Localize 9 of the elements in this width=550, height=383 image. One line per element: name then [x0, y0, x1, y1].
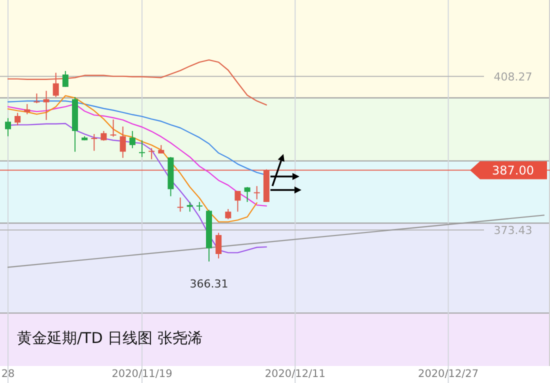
y-tick-label: 408.27	[494, 70, 532, 84]
text: 黄金延期/TD 日线图 张尧浠	[17, 329, 202, 347]
y-tick-label: 387.00	[492, 164, 534, 178]
x-tick-label: 2020/12/27	[418, 368, 479, 380]
y-tick-label: 373.43	[494, 224, 532, 238]
x-tick-label: 28	[1, 368, 15, 380]
x-tick-label: 2020/11/19	[112, 368, 172, 380]
x-tick-label: 2020/12/11	[264, 368, 326, 380]
annotation: 366.31	[190, 277, 228, 290]
